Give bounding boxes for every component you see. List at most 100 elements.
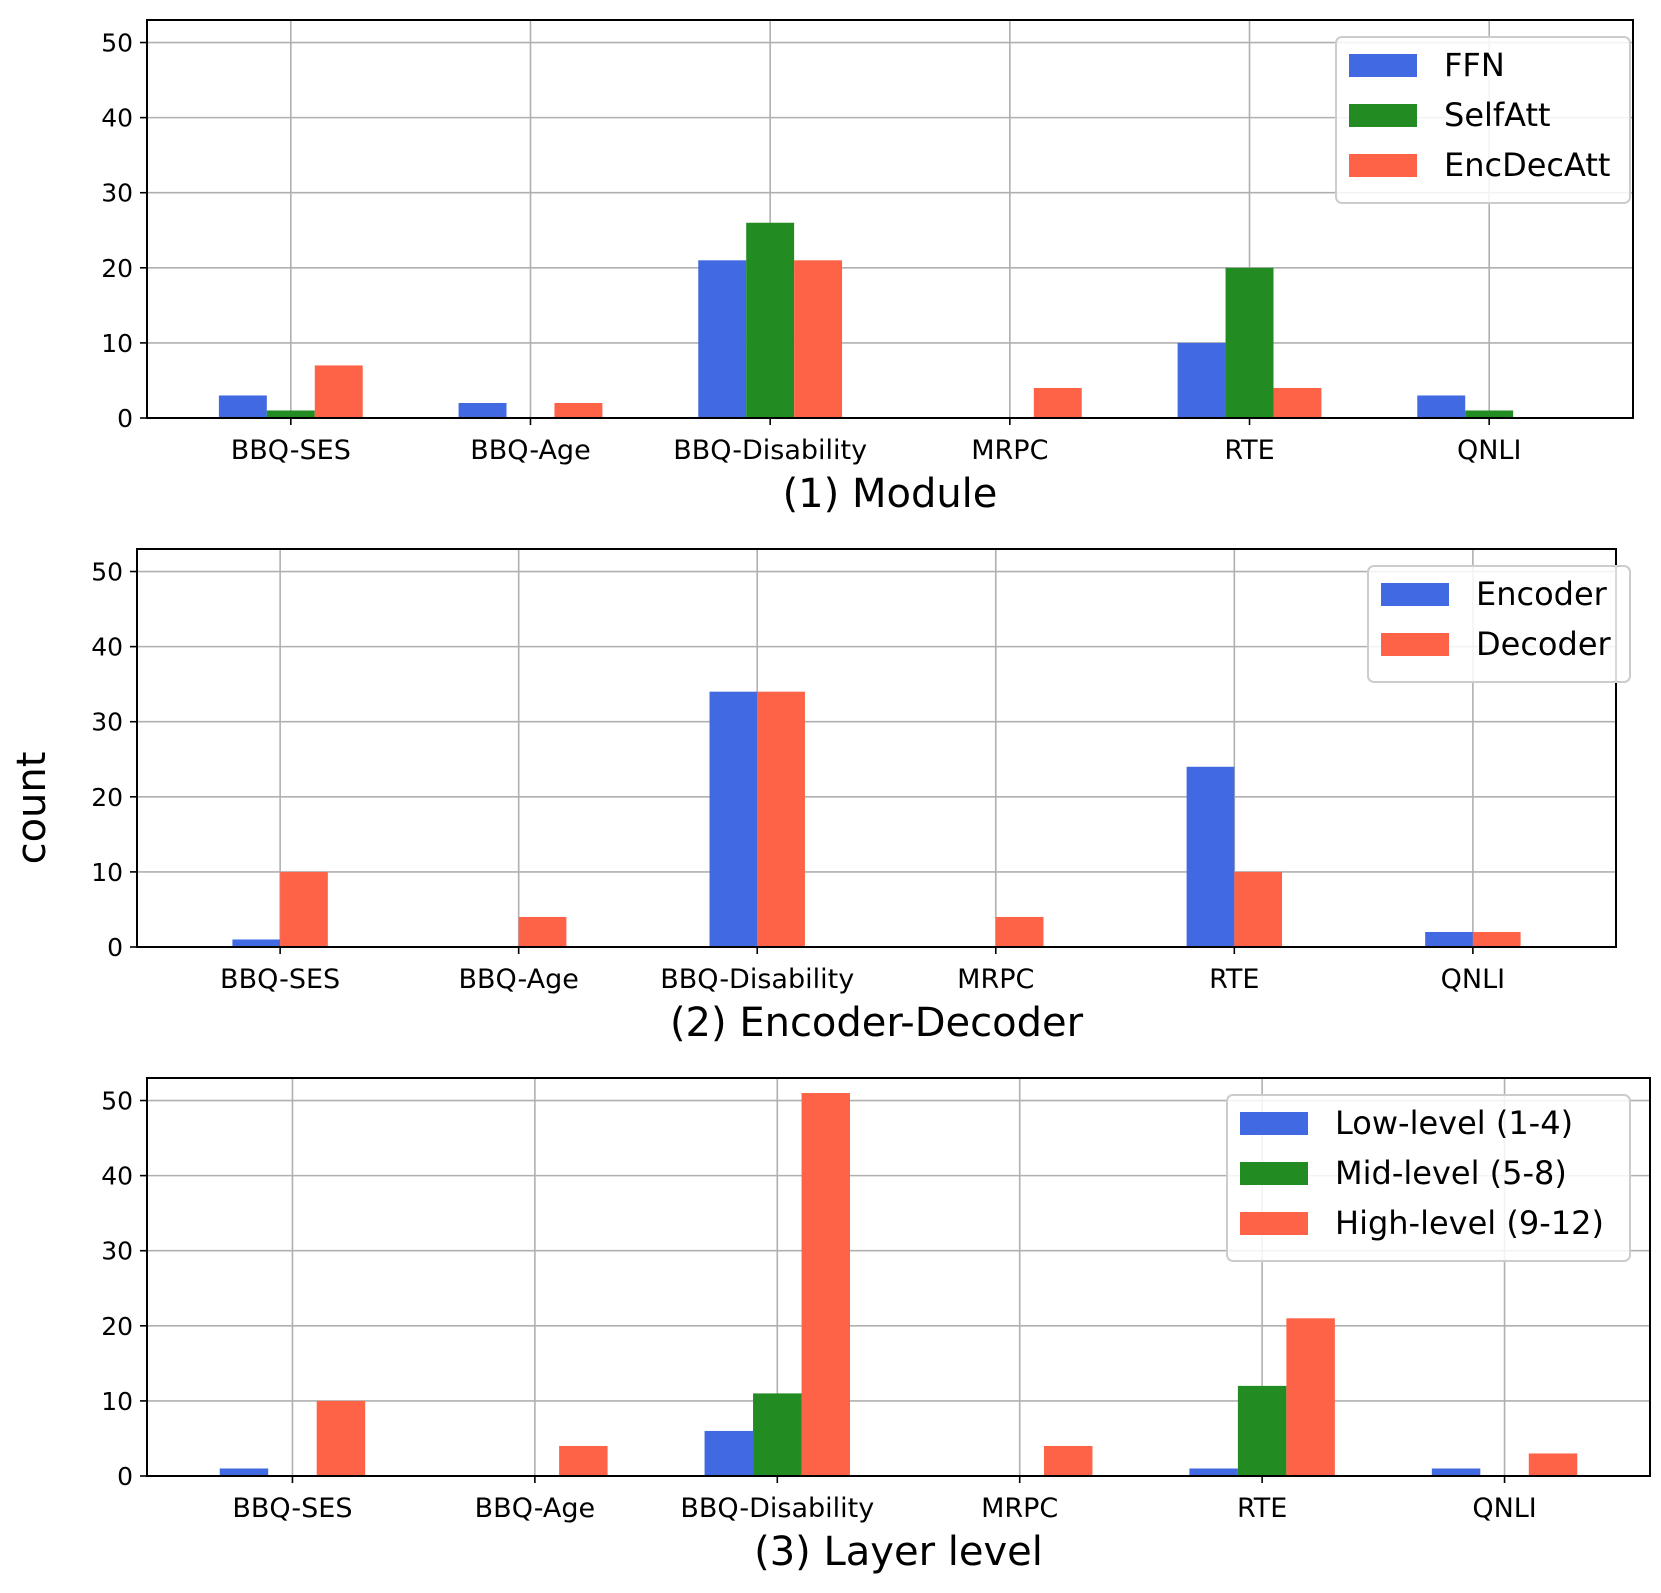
x-tick-label-bbq-ses: BBQ-SES	[231, 435, 351, 466]
bar-encoder-bbq-ses	[232, 939, 281, 947]
x-tick-label-bbq-age: BBQ-Age	[470, 435, 590, 466]
bar-selfatt-bbq-ses	[266, 410, 315, 418]
bar-high-level-9-12-bbq-age	[559, 1445, 608, 1476]
bar-high-level-9-12-mrpc	[1043, 1445, 1093, 1476]
x-tick-label-rte: RTE	[1209, 964, 1259, 995]
bar-low-level-1-4-qnli	[1431, 1468, 1481, 1476]
legend-label-low-level-1-4: Low-level (1-4)	[1335, 1104, 1573, 1142]
y-tick-label: 40	[101, 1162, 133, 1191]
chart-panel-2: 0 10 20 30 40 50 BBQ-SES BBQ-Age BBQ-Disability M…	[91, 548, 1631, 1046]
axes-frame	[146, 19, 1634, 419]
legend-label-encoder: Encoder	[1476, 575, 1608, 613]
bar-decoder-mrpc	[995, 916, 1044, 947]
x-tick-label-bbq-age: BBQ-Age	[458, 964, 578, 995]
x-tick-label-mrpc: MRPC	[957, 964, 1034, 995]
chart-panels: 0 10 20 30 40 50 BBQ-SES BBQ-Age BBQ-Disability M…	[91, 19, 1651, 1575]
bar-low-level-1-4-bbq-ses	[219, 1468, 269, 1476]
x-tick-label-bbq-disability: BBQ-Disability	[673, 435, 867, 466]
y-tick-label: 20	[101, 1312, 133, 1341]
bar-encoder-rte	[1186, 766, 1235, 947]
x-tick-label-rte: RTE	[1224, 435, 1274, 466]
y-tick-label: 10	[101, 329, 133, 358]
x-tick-label-qnli: QNLI	[1441, 964, 1505, 995]
bar-mid-level-5-8-rte	[1237, 1385, 1287, 1476]
y-tick-label: 10	[101, 1387, 133, 1416]
bar-decoder-bbq-ses	[280, 871, 328, 947]
axes-frame	[136, 548, 1617, 948]
bar-decoder-bbq-disability	[757, 691, 805, 947]
bar-ffn-bbq-ses	[218, 395, 267, 418]
legend-label-encdecatt: EncDecAtt	[1444, 146, 1610, 184]
x-tick-label-mrpc: MRPC	[971, 435, 1048, 466]
legend-swatch-ffn	[1349, 54, 1417, 77]
bar-ffn-bbq-disability	[698, 260, 747, 418]
legend-label-selfatt: SelfAtt	[1444, 96, 1551, 134]
bar-encoder-bbq-disability	[709, 691, 758, 947]
y-tick-label: 30	[101, 179, 133, 208]
chart-panel-3: 0 10 20 30 40 50 BBQ-SES BBQ-Age BBQ-Disability M…	[101, 1077, 1651, 1575]
x-tick-label-qnli: QNLI	[1457, 435, 1521, 466]
chart-panel-1: 0 10 20 30 40 50 BBQ-SES BBQ-Age BBQ-Disability M…	[101, 19, 1634, 517]
x-tick-label-qnli: QNLI	[1472, 1493, 1536, 1524]
figure-y-axis-label: count	[9, 752, 55, 865]
chart-title-3: (3) Layer level	[754, 1529, 1043, 1575]
bar-encdecatt-rte	[1273, 387, 1322, 418]
legend-swatch-encoder	[1381, 583, 1449, 606]
x-tick-label-bbq-disability: BBQ-Disability	[660, 964, 854, 995]
y-tick-label: 20	[101, 254, 133, 283]
y-tick-label: 10	[91, 858, 123, 887]
y-tick-label: 0	[107, 933, 123, 962]
bar-high-level-9-12-rte	[1286, 1318, 1335, 1476]
chart-title-2: (2) Encoder-Decoder	[670, 1000, 1084, 1046]
bar-encoder-qnli	[1425, 931, 1473, 947]
legend-label-mid-level-5-8: Mid-level (5-8)	[1335, 1154, 1567, 1192]
y-tick-label: 0	[117, 404, 133, 433]
bar-decoder-rte	[1234, 871, 1283, 947]
bar-low-level-1-4-bbq-disability	[704, 1430, 754, 1476]
bar-ffn-rte	[1177, 342, 1226, 418]
y-tick-label: 50	[101, 29, 133, 58]
legend-label-ffn: FFN	[1444, 46, 1505, 84]
x-tick-label-bbq-ses: BBQ-SES	[232, 1493, 352, 1524]
y-tick-label: 30	[101, 1237, 133, 1266]
y-tick-label: 20	[91, 783, 123, 812]
bar-encdecatt-bbq-ses	[314, 365, 363, 418]
bar-encdecatt-bbq-disability	[794, 260, 843, 418]
bar-high-level-9-12-bbq-ses	[316, 1400, 366, 1476]
bar-encdecatt-bbq-age	[554, 402, 603, 418]
axes-frame	[146, 1077, 1651, 1477]
bar-low-level-1-4-rte	[1189, 1468, 1238, 1476]
legend-swatch-encdecatt	[1349, 154, 1417, 177]
legend-swatch-high-level-9-12	[1240, 1212, 1308, 1235]
x-tick-label-bbq-disability: BBQ-Disability	[680, 1493, 874, 1524]
legend-label-decoder: Decoder	[1476, 625, 1612, 663]
bar-selfatt-bbq-disability	[746, 222, 795, 418]
legend-swatch-low-level-1-4	[1240, 1112, 1308, 1135]
y-tick-label: 40	[91, 633, 123, 662]
legend-swatch-decoder	[1381, 633, 1449, 656]
chart-title-1: (1) Module	[783, 471, 998, 517]
bar-ffn-qnli	[1417, 395, 1466, 418]
bar-encdecatt-mrpc	[1033, 387, 1082, 418]
bar-decoder-qnli	[1472, 931, 1521, 947]
bar-mid-level-5-8-bbq-disability	[753, 1393, 802, 1476]
legend-label-high-level-9-12: High-level (9-12)	[1335, 1204, 1604, 1242]
legend-swatch-selfatt	[1349, 104, 1417, 127]
bar-high-level-9-12-bbq-disability	[801, 1093, 851, 1476]
y-tick-label: 50	[101, 1087, 133, 1116]
legend-box	[1226, 1094, 1631, 1262]
bar-selfatt-qnli	[1465, 410, 1514, 418]
x-tick-label-bbq-age: BBQ-Age	[475, 1493, 595, 1524]
bar-high-level-9-12-qnli	[1528, 1453, 1578, 1476]
x-tick-label-rte: RTE	[1237, 1493, 1287, 1524]
y-tick-label: 50	[91, 558, 123, 587]
y-tick-label: 30	[91, 708, 123, 737]
x-tick-label-mrpc: MRPC	[981, 1493, 1058, 1524]
x-tick-label-bbq-ses: BBQ-SES	[220, 964, 340, 995]
y-tick-label: 0	[117, 1462, 133, 1491]
bar-decoder-bbq-age	[518, 916, 567, 947]
y-tick-label: 40	[101, 104, 133, 133]
legend-swatch-mid-level-5-8	[1240, 1162, 1308, 1185]
bar-ffn-bbq-age	[458, 402, 507, 418]
